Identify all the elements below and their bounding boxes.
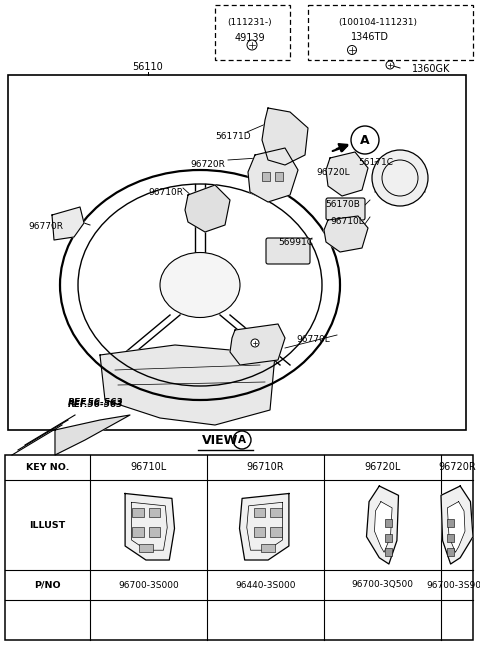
Bar xyxy=(262,172,270,181)
Bar xyxy=(385,548,392,556)
Bar xyxy=(253,527,265,537)
Text: 96710L: 96710L xyxy=(131,462,167,472)
Text: 96710R: 96710R xyxy=(247,462,284,472)
Polygon shape xyxy=(55,415,130,455)
Polygon shape xyxy=(230,324,285,365)
Text: 96700-3S000: 96700-3S000 xyxy=(118,580,179,590)
Text: (111231-): (111231-) xyxy=(228,18,272,27)
Polygon shape xyxy=(447,502,465,552)
Text: REF.56-563: REF.56-563 xyxy=(68,400,123,409)
Polygon shape xyxy=(185,185,230,232)
Text: 96440-3S000: 96440-3S000 xyxy=(235,580,296,590)
Polygon shape xyxy=(248,148,298,202)
Bar xyxy=(275,172,283,181)
Bar xyxy=(253,508,265,517)
Polygon shape xyxy=(262,108,308,165)
Bar xyxy=(8,75,466,430)
Circle shape xyxy=(386,61,394,69)
Bar xyxy=(270,508,282,517)
Text: A: A xyxy=(238,435,246,445)
Bar xyxy=(132,527,144,537)
Text: 96720R: 96720R xyxy=(438,462,476,472)
FancyBboxPatch shape xyxy=(266,238,310,264)
Text: 56171D: 56171D xyxy=(215,132,251,141)
Polygon shape xyxy=(326,152,368,196)
Polygon shape xyxy=(125,493,175,560)
Text: 96720R: 96720R xyxy=(190,160,225,169)
Circle shape xyxy=(251,339,259,347)
Bar xyxy=(139,544,153,552)
Bar xyxy=(447,534,455,542)
Polygon shape xyxy=(367,486,398,564)
Bar xyxy=(132,508,144,517)
Bar xyxy=(261,544,276,552)
Text: A: A xyxy=(360,134,370,147)
Text: KEY NO.: KEY NO. xyxy=(26,463,69,472)
Bar xyxy=(149,527,160,537)
Bar xyxy=(270,527,282,537)
Text: 96700-3Q500: 96700-3Q500 xyxy=(351,580,413,590)
Bar xyxy=(5,455,473,640)
Text: 96700-3S900: 96700-3S900 xyxy=(427,580,480,590)
Text: (100104-111231): (100104-111231) xyxy=(338,18,418,27)
Polygon shape xyxy=(324,216,368,252)
Bar xyxy=(149,508,160,517)
Text: ILLUST: ILLUST xyxy=(29,521,66,529)
Ellipse shape xyxy=(160,252,240,318)
Text: 96710R: 96710R xyxy=(148,188,183,197)
Bar xyxy=(447,519,455,527)
Text: 96710L: 96710L xyxy=(330,217,364,226)
Circle shape xyxy=(247,40,257,50)
FancyBboxPatch shape xyxy=(326,198,365,220)
Polygon shape xyxy=(441,486,473,564)
Text: 96720L: 96720L xyxy=(316,168,349,177)
Bar xyxy=(447,548,455,556)
Bar xyxy=(308,5,473,60)
Bar xyxy=(385,534,392,542)
Text: 56110: 56110 xyxy=(132,62,163,72)
Text: P/NO: P/NO xyxy=(34,580,61,590)
Text: REF.56-563: REF.56-563 xyxy=(68,398,123,407)
Text: 96770R: 96770R xyxy=(28,222,63,231)
Bar xyxy=(215,5,290,60)
Circle shape xyxy=(348,45,357,54)
Circle shape xyxy=(372,150,428,206)
Polygon shape xyxy=(100,345,275,425)
Text: 56991C: 56991C xyxy=(278,238,313,247)
Bar xyxy=(385,519,392,527)
Text: 49139: 49139 xyxy=(235,33,265,43)
Polygon shape xyxy=(240,493,289,560)
Text: 56171C: 56171C xyxy=(358,158,393,167)
Text: 96770L: 96770L xyxy=(296,335,330,344)
Polygon shape xyxy=(374,502,392,552)
Text: 1360GK: 1360GK xyxy=(412,64,450,74)
Text: VIEW: VIEW xyxy=(202,434,238,447)
Text: 56170B: 56170B xyxy=(325,200,360,209)
Text: 1346TD: 1346TD xyxy=(351,32,389,42)
Circle shape xyxy=(351,126,379,154)
Polygon shape xyxy=(52,207,84,240)
Text: 96720L: 96720L xyxy=(364,462,401,472)
